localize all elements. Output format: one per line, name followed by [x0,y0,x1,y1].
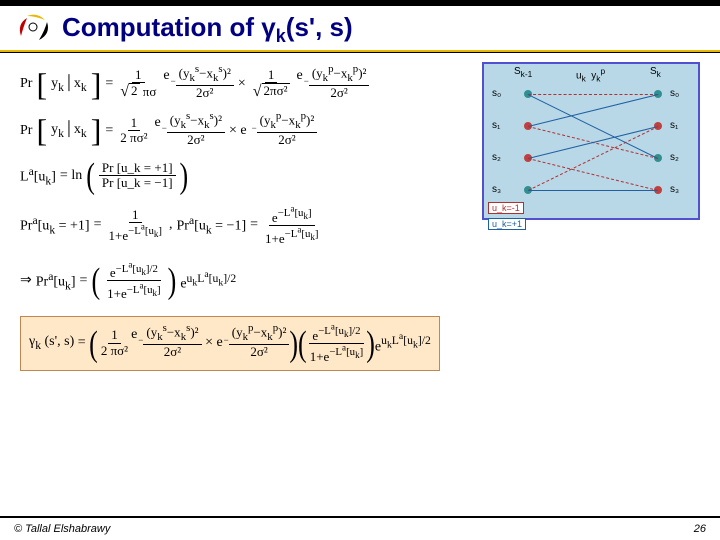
content-area: Sk-1 uk ykp Sk s₀ s₀ s₁ s₁ s₂ s₂ s₃ s₃ u_k=-1 u_k… [20,62,700,500]
eq5-arrow: ⇒ [20,272,32,289]
eq1-pr: Pr [20,76,32,92]
trellis-legend-item: u_k=+1 [488,218,526,230]
trellis-state-label: s₀ [492,88,501,99]
eq5-frac: e−La[uk]/2 1+e−La[uk] [104,260,164,301]
eq1-frac2: 1 2πσ² [250,68,293,101]
eq2-times: × e [229,123,247,139]
eq2-pr: Pr [20,123,32,139]
eq2-inner: yk│xk [51,122,87,140]
eq4-frac1: 1 1+e−La[uk] [106,208,166,244]
title-sub: k [276,26,286,46]
eq6-frac2: e−La[uk]/2 1+e−La[uk] [307,323,367,364]
equation-6-row: γk (s', s) = ( 1 2 πσ² e −(yks−xks)²2σ² … [20,316,700,371]
trellis-state-label: s₃ [492,184,501,195]
top-black-bar [0,0,720,6]
eq1-frac1: 1 2 πσ [117,68,159,101]
eq1-inner: yk│xk [51,76,87,94]
trellis-edge [528,126,658,191]
eq1-times: × [238,76,246,92]
eq6-exp2: −(ykp−xkp)²2σ² [223,327,290,359]
trellis-state-label: s₁ [492,120,500,131]
trellis-state-label: s₀ [670,88,679,99]
eq4-comma: , [169,217,173,233]
eq-sign: = [105,76,113,92]
trellis-label-mid: uk ykp [576,66,605,83]
title-underline [0,50,720,53]
footer-copyright: © Tallal Elshabrawy [14,523,110,535]
eq6-exp1: e −(yks−xks)²2σ² [131,327,202,359]
trellis-edge [528,158,658,191]
eq2-exp1: e −(yks−xks)²2σ² [154,115,225,147]
footer: © Tallal Elshabrawy 26 [0,516,720,540]
title-gamma: γ [261,12,275,42]
title-suffix: (s', s) [286,12,353,42]
eq1-exp2: e −(ykp−xkp)²2σ² [297,68,370,100]
trellis-diagram: Sk-1 uk ykp Sk s₀s₀s₁s₁s₂s₂s₃s₃u_k=-1u_k… [482,62,700,220]
eq5-tail: eukLa[uk]/2 [180,269,236,293]
eq6-frac1: 1 2 πσ² [98,328,131,358]
eq2-sign: = [105,123,113,139]
logo-icon [12,10,54,44]
equation-6-highlight: γk (s', s) = ( 1 2 πσ² e −(yks−xks)²2σ² … [20,316,440,371]
trellis-state-label: s₂ [492,152,501,163]
eq4-frac2: e−La[uk] 1+e−La[uk] [262,205,322,246]
eq3-frac: Pr [u_k = +1] Pr [u_k = −1] [99,161,176,191]
trellis-edge [528,94,658,159]
trellis-edge [528,94,658,95]
eq2-exp2: −(ykp−xkp)²2σ² [251,115,318,147]
eq6-lhs: γk (s', s) [29,334,74,352]
eq5-lhs: Pra[uk] [36,270,76,292]
trellis-label-sk1: Sk-1 [514,66,532,79]
trellis-label-sk: Sk [650,66,661,79]
eq4-lhs1: Pra[uk = +1] [20,214,90,236]
eq2-frac1: 1 2 πσ² [117,116,150,146]
title-prefix: Computation of [62,12,261,42]
equation-5: ⇒ Pra[uk] = ( e−La[uk]/2 1+e−La[uk] ) eu… [20,260,700,301]
eq1-exp1: e −(yks−xks)²2σ² [163,68,234,100]
slide-title: Computation of γk(s', s) [62,12,353,47]
eq6-tail: eukLa[uk]/2 [375,332,431,356]
eq3-lhs: La[uk] [20,165,56,187]
eq3-eqln: = ln [60,168,82,184]
trellis-state-label: s₁ [670,120,678,131]
trellis-state-label: s₂ [670,152,679,163]
trellis-legend-item: u_k=-1 [488,202,524,214]
trellis-edge [528,190,658,191]
eq4-lhs2: Pra[uk = −1] [177,214,247,236]
trellis-state-label: s₃ [670,184,679,195]
trellis-edge [528,94,658,127]
footer-page-number: 26 [694,523,706,535]
